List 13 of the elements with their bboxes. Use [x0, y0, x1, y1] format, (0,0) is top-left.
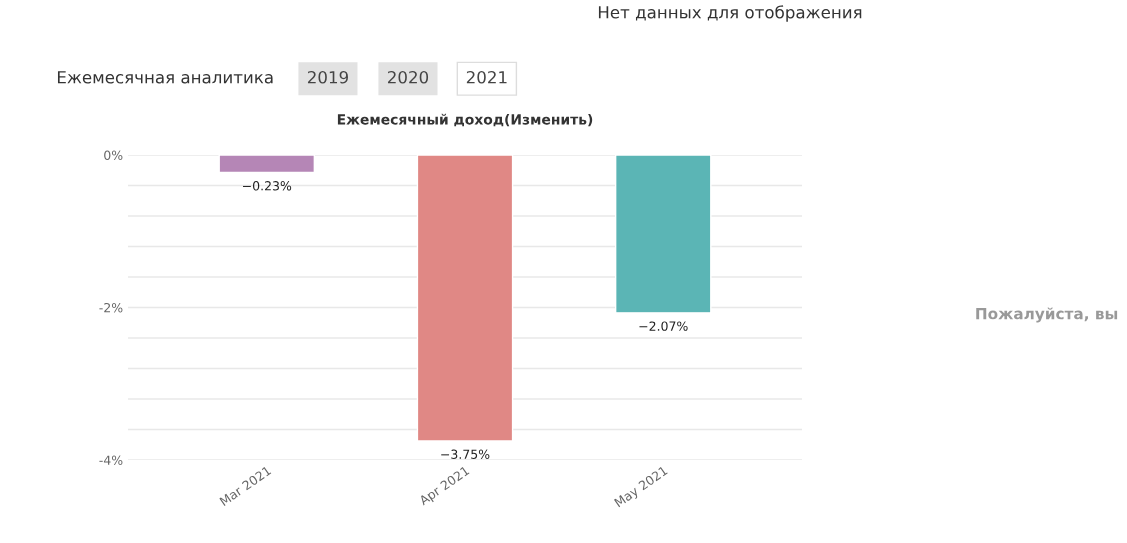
- text: 2021: [466, 70, 507, 84]
- text: 2019: [307, 70, 348, 84]
- text: Пожалуйста, вы: [976, 307, 1118, 323]
- y-tick-label: 0%: [104, 150, 123, 160]
- data-label: −0.23%: [243, 181, 292, 191]
- chart-title: Ежемесячный доход(Изменить): [337, 113, 593, 127]
- y-tick-label: -2%: [99, 302, 123, 313]
- data-label: −2.07%: [639, 321, 688, 331]
- y-tick-label: -4%: [99, 455, 123, 465]
- data-label: −3.75%: [441, 449, 490, 459]
- text: Нет данных для отображения: [598, 5, 862, 22]
- text: 2020: [387, 70, 429, 84]
- text: Ежемесячная аналитика: [57, 71, 273, 84]
